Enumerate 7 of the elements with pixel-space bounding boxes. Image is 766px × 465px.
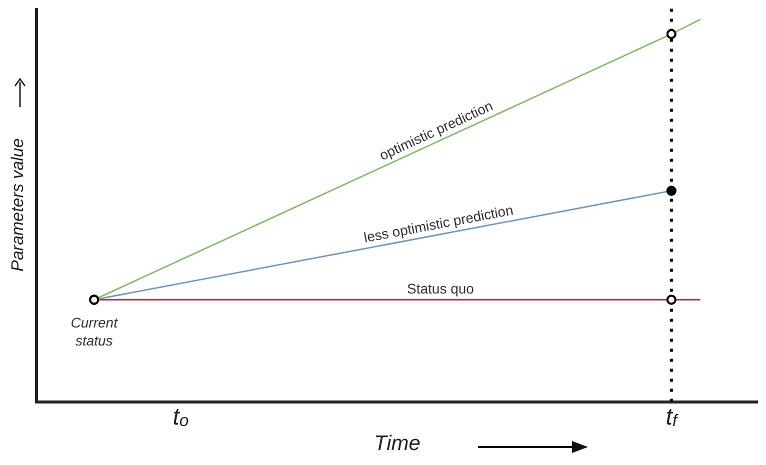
text: less optimistic prediction — [362, 202, 514, 246]
y-axis-title: Parameters value — [8, 138, 27, 272]
x-tick-label: to — [172, 403, 189, 430]
x-axis-title: Time — [374, 432, 420, 456]
x-tick-label: tf — [666, 403, 680, 430]
annotation: Current status — [70, 314, 119, 349]
series-label: Status quo — [407, 280, 474, 297]
